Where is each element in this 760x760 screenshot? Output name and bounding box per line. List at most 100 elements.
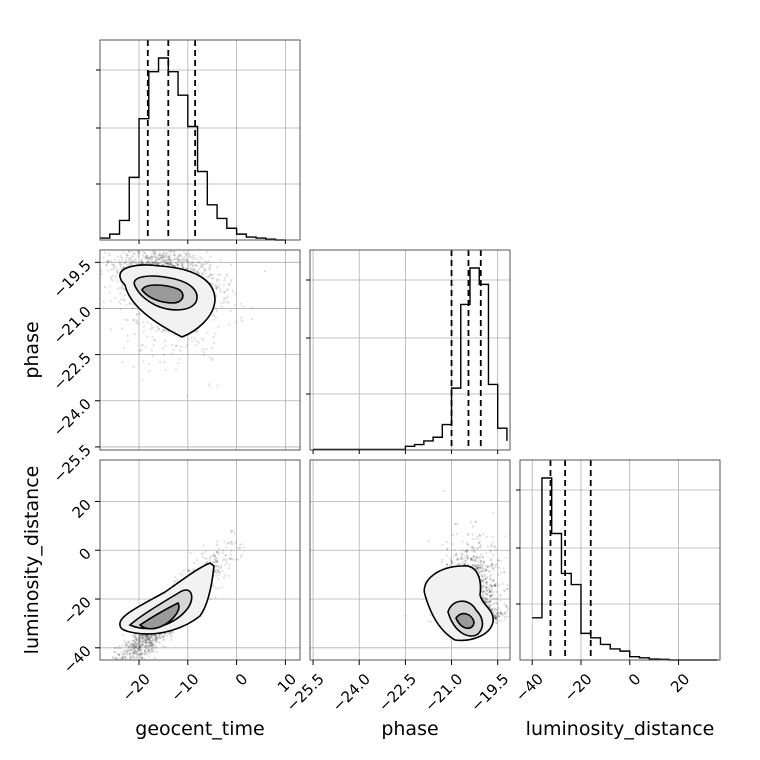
scatter-point-geocent_time-phase [169, 259, 172, 262]
scatter-point-geocent_time-phase [179, 253, 182, 256]
scatter-point-geocent_time-phase [151, 255, 154, 258]
scatter-point-geocent_time-phase [194, 264, 198, 267]
scatter-point-geocent_time-luminosity_distance [132, 642, 135, 645]
scatter-point-phase-luminosity_distance [485, 581, 488, 585]
scatter-point-geocent_time-luminosity_distance [134, 633, 137, 636]
scatter-point-geocent_time-phase [169, 264, 172, 267]
scatter-point-geocent_time-luminosity_distance [132, 644, 135, 647]
scatter-point-geocent_time-phase [166, 259, 169, 262]
scatter-point-geocent_time-luminosity_distance [119, 647, 122, 650]
scatter-point-geocent_time-phase [234, 292, 237, 295]
scatter-point-geocent_time-phase [177, 259, 181, 262]
scatter-point-geocent_time-phase [122, 297, 125, 300]
scatter-point-geocent_time-phase [163, 251, 166, 254]
scatter-point-geocent_time-luminosity_distance [125, 652, 128, 655]
scatter-point-geocent_time-phase [163, 255, 167, 258]
scatter-point-geocent_time-phase [223, 279, 226, 282]
scatter-point-geocent_time-luminosity_distance [152, 643, 156, 646]
scatter-point-geocent_time-luminosity_distance [142, 636, 145, 639]
scatter-point-geocent_time-phase [201, 265, 204, 268]
scatter-point-geocent_time-phase [167, 259, 170, 262]
scatter-point-geocent_time-phase [211, 276, 214, 280]
scatter-point-phase-luminosity_distance [489, 595, 492, 598]
scatter-point-geocent_time-phase [198, 272, 201, 275]
scatter-point-geocent_time-luminosity_distance [219, 571, 222, 574]
scatter-point-geocent_time-phase [148, 257, 151, 260]
scatter-point-geocent_time-phase [173, 264, 176, 267]
scatter-point-geocent_time-luminosity_distance [149, 642, 152, 645]
scatter-point-geocent_time-luminosity_distance [150, 634, 153, 637]
scatter-point-geocent_time-luminosity_distance [138, 645, 141, 649]
scatter-point-geocent_time-phase [147, 261, 150, 264]
scatter-point-geocent_time-luminosity_distance [169, 631, 172, 634]
scatter-point-geocent_time-phase [111, 274, 114, 277]
scatter-point-geocent_time-phase [163, 353, 166, 356]
scatter-point-geocent_time-luminosity_distance [215, 571, 218, 574]
scatter-point-geocent_time-phase [102, 301, 105, 304]
scatter-point-geocent_time-luminosity_distance [118, 653, 121, 656]
scatter-point-geocent_time-luminosity_distance [141, 636, 145, 640]
scatter-point-geocent_time-phase [199, 265, 202, 268]
scatter-point-geocent_time-phase [173, 258, 176, 261]
scatter-point-geocent_time-phase [119, 263, 122, 267]
scatter-point-geocent_time-luminosity_distance [133, 645, 136, 648]
scatter-point-geocent_time-phase [202, 354, 205, 357]
scatter-point-geocent_time-phase [122, 266, 125, 269]
scatter-point-geocent_time-luminosity_distance [122, 655, 125, 658]
scatter-point-geocent_time-luminosity_distance [136, 645, 139, 648]
scatter-point-geocent_time-luminosity_distance [130, 645, 133, 648]
scatter-point-geocent_time-phase [102, 256, 105, 259]
scatter-point-geocent_time-phase [211, 277, 214, 280]
scatter-point-phase-luminosity_distance [482, 560, 485, 563]
scatter-point-geocent_time-phase [157, 263, 160, 266]
scatter-point-phase-luminosity_distance [446, 548, 449, 551]
scatter-point-geocent_time-luminosity_distance [147, 649, 150, 653]
scatter-point-geocent_time-phase [129, 263, 132, 266]
scatter-point-geocent_time-luminosity_distance [111, 655, 114, 659]
scatter-point-geocent_time-luminosity_distance [132, 644, 135, 648]
scatter-point-geocent_time-phase [155, 261, 158, 264]
scatter-point-geocent_time-luminosity_distance [137, 642, 140, 645]
scatter-point-geocent_time-phase [176, 263, 179, 266]
scatter-point-geocent_time-luminosity_distance [216, 560, 219, 563]
scatter-point-geocent_time-luminosity_distance [138, 641, 141, 644]
scatter-point-geocent_time-phase [161, 331, 164, 334]
scatter-point-geocent_time-luminosity_distance [124, 649, 127, 652]
scatter-point-geocent_time-luminosity_distance [151, 649, 154, 653]
scatter-point-geocent_time-phase [210, 359, 214, 362]
scatter-point-geocent_time-luminosity_distance [141, 637, 144, 641]
scatter-point-geocent_time-phase [191, 268, 194, 271]
scatter-point-geocent_time-phase [204, 263, 207, 266]
scatter-point-geocent_time-luminosity_distance [224, 559, 227, 562]
scatter-point-geocent_time-phase [108, 291, 111, 294]
scatter-point-geocent_time-luminosity_distance [137, 643, 140, 646]
scatter-point-phase-luminosity_distance [475, 555, 478, 559]
scatter-point-geocent_time-phase [137, 250, 140, 253]
scatter-point-phase-luminosity_distance [484, 596, 487, 599]
scatter-point-geocent_time-phase [208, 356, 211, 359]
scatter-point-geocent_time-luminosity_distance [140, 656, 143, 660]
scatter-point-geocent_time-luminosity_distance [142, 640, 145, 643]
scatter-point-phase-luminosity_distance [490, 544, 493, 547]
scatter-point-geocent_time-phase [229, 309, 232, 312]
scatter-point-geocent_time-luminosity_distance [153, 634, 156, 637]
scatter-point-geocent_time-phase [126, 254, 129, 257]
scatter-point-geocent_time-phase [174, 368, 178, 371]
scatter-point-geocent_time-phase [202, 263, 205, 266]
scatter-point-geocent_time-luminosity_distance [144, 636, 147, 639]
scatter-point-geocent_time-phase [164, 254, 167, 257]
scatter-point-geocent_time-phase [219, 258, 222, 261]
scatter-point-geocent_time-phase [211, 273, 214, 276]
scatter-point-geocent_time-phase [213, 341, 216, 345]
scatter-point-geocent_time-phase [116, 269, 119, 272]
scatter-point-geocent_time-luminosity_distance [224, 554, 227, 557]
scatter-point-geocent_time-phase [215, 278, 218, 281]
scatter-point-geocent_time-luminosity_distance [146, 634, 149, 637]
scatter-point-geocent_time-phase [106, 261, 109, 265]
scatter-point-geocent_time-phase [133, 252, 136, 255]
scatter-point-geocent_time-phase [185, 395, 189, 398]
scatter-point-geocent_time-phase [143, 251, 146, 254]
scatter-point-geocent_time-phase [127, 257, 130, 260]
scatter-point-geocent_time-luminosity_distance [213, 570, 217, 573]
scatter-point-geocent_time-luminosity_distance [241, 543, 244, 546]
